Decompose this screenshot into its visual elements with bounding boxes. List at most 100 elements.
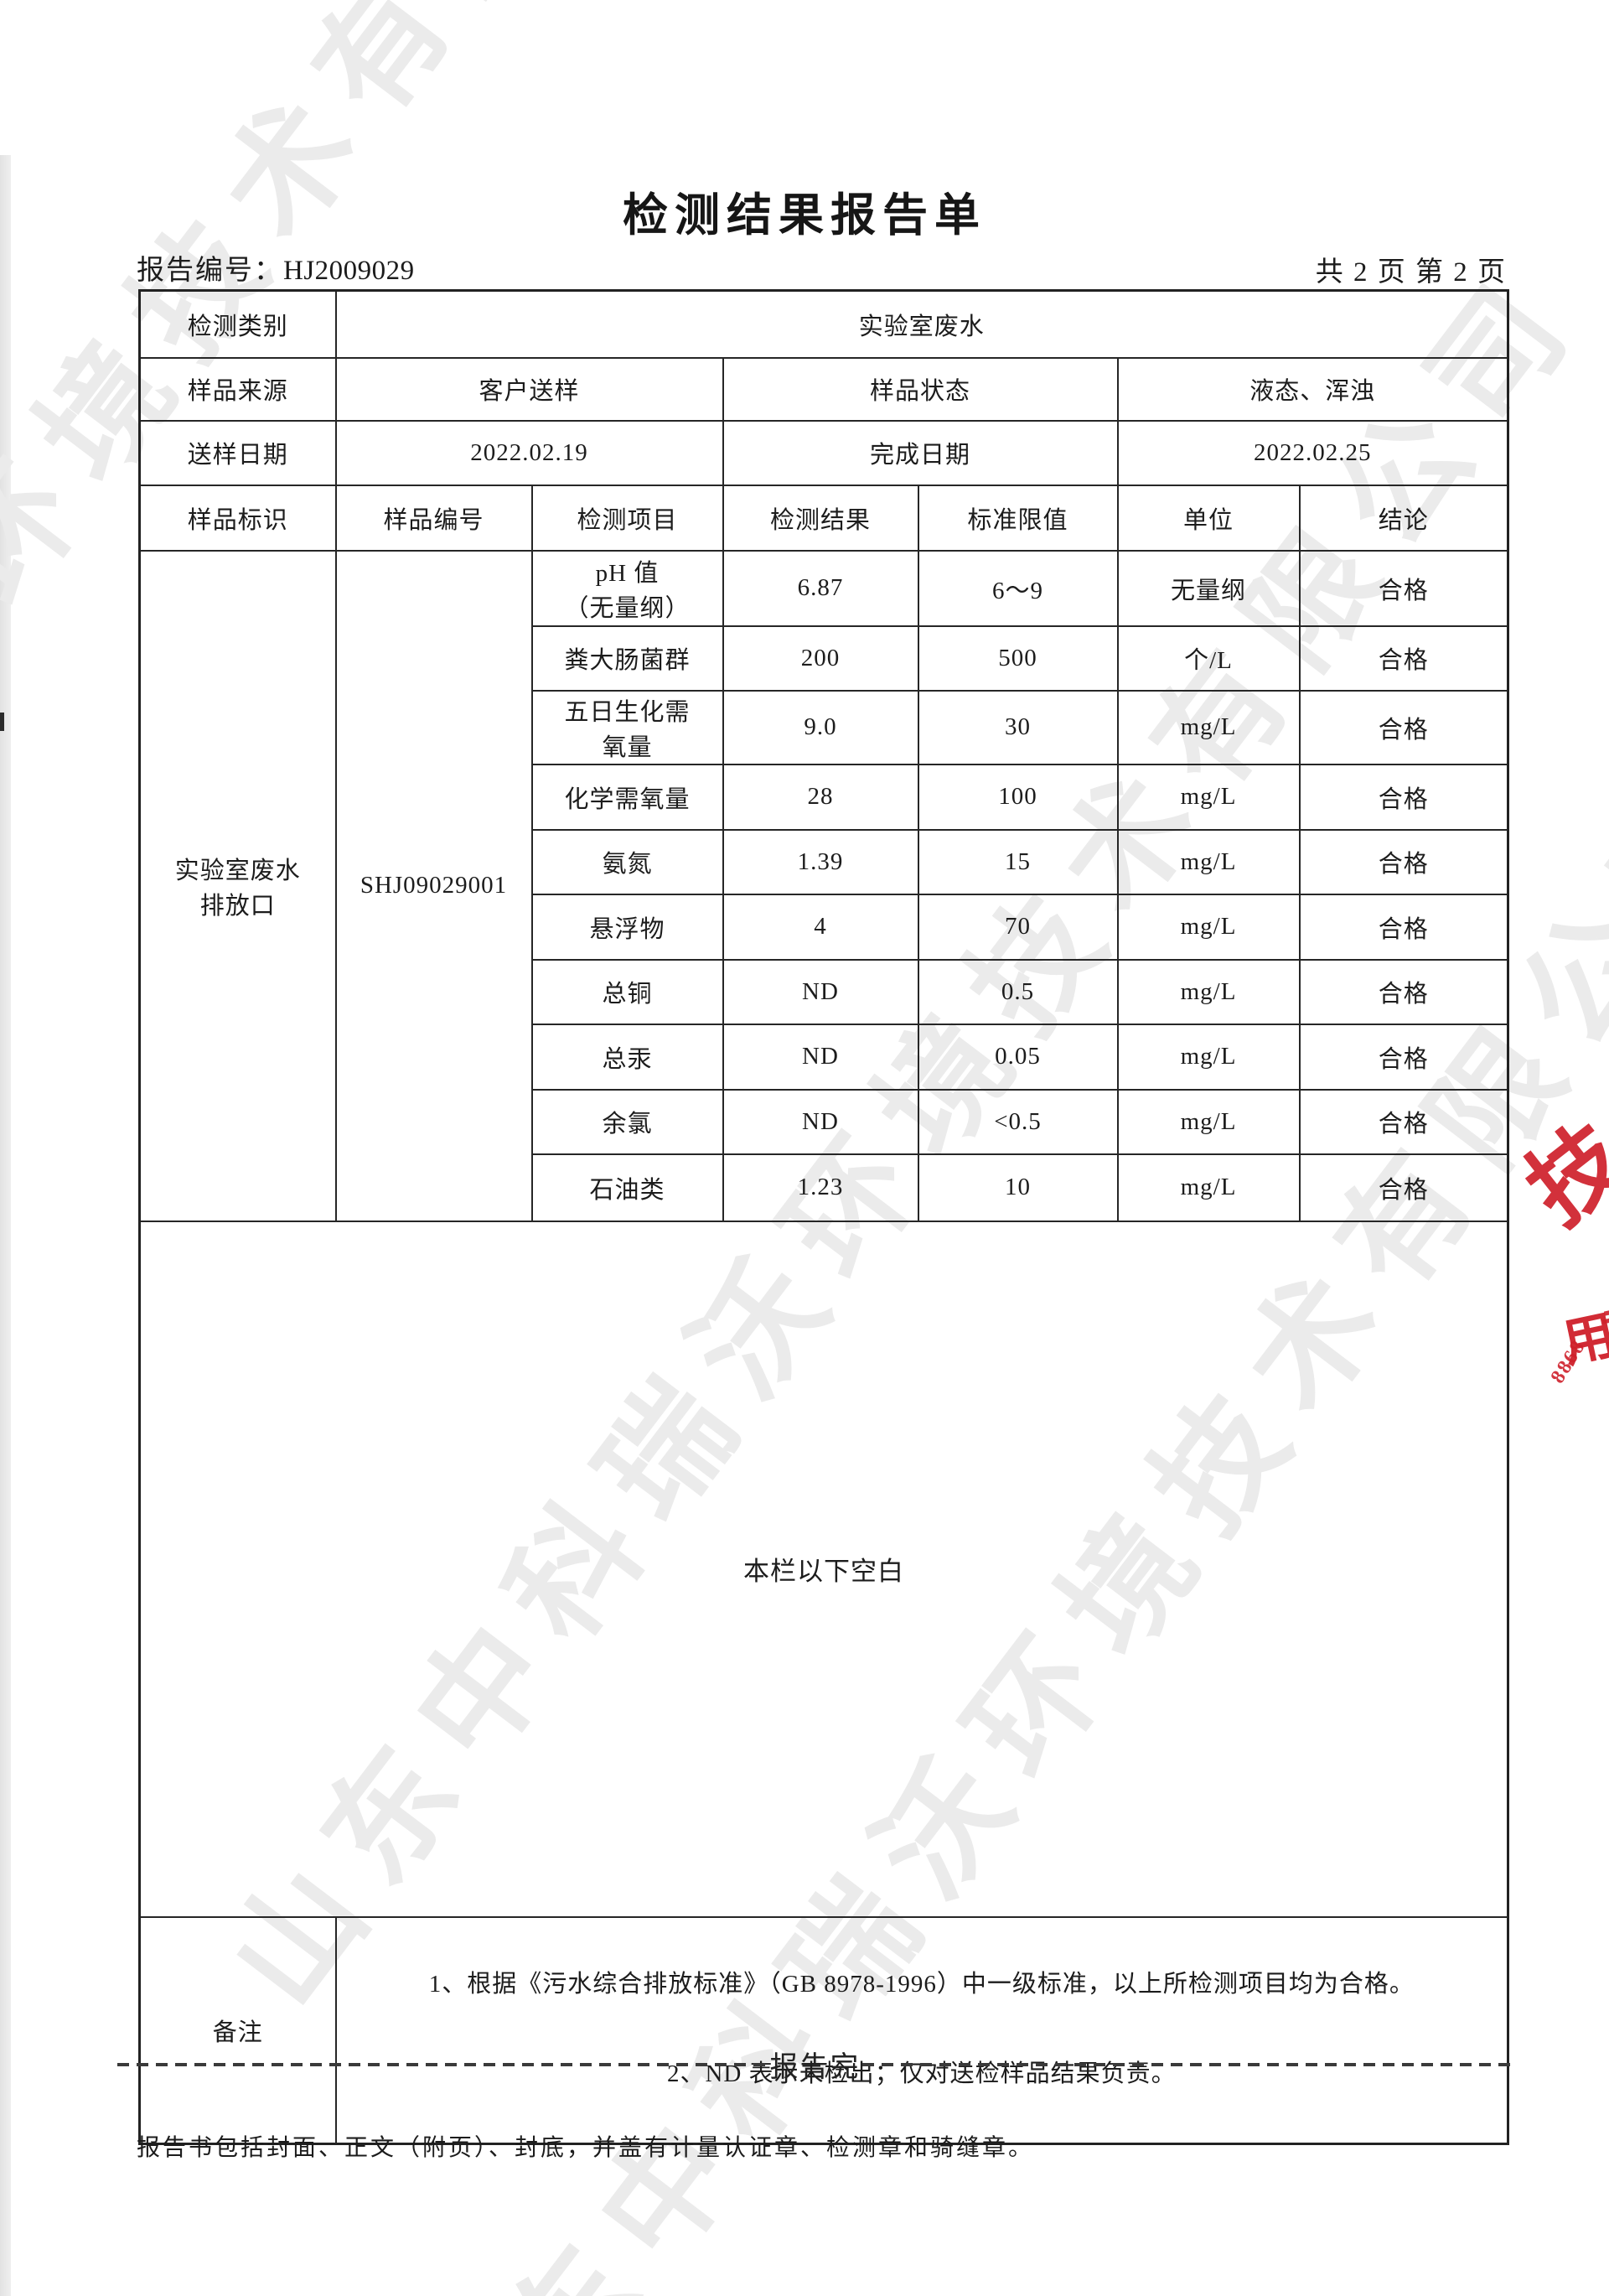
unit-cell: mg/L: [1116, 958, 1301, 1025]
column-header: 检测项目: [530, 484, 724, 552]
result-cell: 1.23: [722, 1153, 919, 1222]
item-cell: pH 值 （无量纲）: [530, 549, 724, 627]
info-value: 客户送样: [334, 356, 724, 422]
info-value: 实验室废水: [334, 289, 1509, 359]
report-number-label: 报告编号：: [137, 256, 283, 286]
table-row: 实验室废水 排放口 SHJ09029001 pH 值 （无量纲） 6.87 6～…: [138, 549, 1509, 1222]
info-value: 2022.02.25: [1116, 419, 1509, 486]
item-cell: 化学需氧量: [530, 763, 724, 831]
scan-edge-artifact: [0, 155, 11, 2296]
remark-line: 1、根据《污水综合排放标准》（GB 8978-1996）中一级标准，以上所检测项…: [428, 1971, 1415, 1998]
red-seal-partial: 技 用 章 8868: [1497, 1086, 1609, 1421]
footer-note: 报告书包括封面、正文（附页）、封底，并盖有计量认证章、检测章和骑缝章。: [137, 2135, 1035, 2161]
limit-cell: 500: [917, 625, 1119, 692]
table-row: 送样日期 2022.02.19 完成日期 2022.02.25: [138, 419, 1509, 486]
item-cell: 悬浮物: [530, 893, 724, 961]
conclusion-cell: 合格: [1298, 1088, 1509, 1155]
limit-cell: 0.05: [917, 1023, 1119, 1091]
scan-mark-artifact: [0, 713, 4, 731]
result-cell: 1.39: [722, 828, 919, 895]
info-label: 样品状态: [722, 356, 1119, 422]
limit-cell: 70: [917, 893, 1119, 961]
unit-cell: 无量纲: [1116, 549, 1301, 627]
unit-cell: mg/L: [1116, 1023, 1301, 1091]
column-header: 检测结果: [722, 484, 919, 552]
unit-cell: mg/L: [1116, 1088, 1301, 1155]
conclusion-cell: 合格: [1298, 893, 1509, 961]
sample-no-cell: SHJ09029001: [334, 549, 533, 1222]
table-row: 总铜 ND 0.5 mg/L 合格: [140, 958, 1509, 1025]
item-cell: 总铜: [530, 958, 724, 1025]
item-cell: 石油类: [530, 1153, 724, 1222]
remarks-body: 1、根据《污水综合排放标准》（GB 8978-1996）中一级标准，以上所检测项…: [334, 1915, 1509, 2145]
limit-cell: <0.5: [917, 1088, 1119, 1155]
limit-cell: 10: [917, 1153, 1119, 1222]
conclusion-cell: 合格: [1298, 958, 1509, 1025]
limit-cell: 30: [917, 689, 1119, 765]
table-row: 氨氮 1.39 15 mg/L 合格: [140, 828, 1509, 895]
item-cell: 氨氮: [530, 828, 724, 895]
info-label: 送样日期: [138, 419, 337, 486]
limit-cell: 100: [917, 763, 1119, 831]
info-label: 检测类别: [138, 289, 337, 359]
result-cell: 9.0: [722, 689, 919, 765]
report-number-value: HJ2009029: [283, 256, 415, 286]
item-cell: 粪大肠菌群: [530, 625, 724, 692]
limit-cell: 0.5: [917, 958, 1119, 1025]
sample-id-cell: 实验室废水 排放口: [138, 549, 337, 1222]
table-row: 本栏以下空白: [138, 1220, 1509, 1918]
item-cell: 余氯: [530, 1088, 724, 1155]
info-label: 样品来源: [138, 356, 337, 422]
conclusion-cell: 合格: [1298, 625, 1509, 692]
unit-cell: mg/L: [1116, 1153, 1301, 1222]
info-value: 2022.02.19: [334, 419, 724, 486]
conclusion-cell: 合格: [1298, 689, 1509, 765]
table-row: 总汞 ND 0.05 mg/L 合格: [140, 1023, 1509, 1091]
unit-cell: mg/L: [1116, 689, 1301, 765]
conclusion-cell: 合格: [1298, 763, 1509, 831]
conclusion-cell: 合格: [1298, 828, 1509, 895]
report-end-separator: 报告完: [117, 2044, 1513, 2085]
result-cell: 4: [722, 893, 919, 961]
dashed-line: [117, 2062, 768, 2066]
unit-cell: 个/L: [1116, 625, 1301, 692]
conclusion-cell: 合格: [1298, 1023, 1509, 1091]
result-cell: 200: [722, 625, 919, 692]
blank-area-note: 本栏以下空白: [138, 1220, 1509, 1918]
result-cell: ND: [722, 1023, 919, 1091]
remarks-label: 备注: [138, 1915, 337, 2145]
table-row: 备注 1、根据《污水综合排放标准》（GB 8978-1996）中一级标准，以上所…: [138, 1915, 1509, 2145]
item-cell: 五日生化需 氧量: [530, 689, 724, 765]
table-row: 粪大肠菌群 200 500 个/L 合格: [140, 625, 1509, 692]
unit-cell: mg/L: [1116, 763, 1301, 831]
item-cell: 总汞: [530, 1023, 724, 1091]
info-label: 完成日期: [722, 419, 1119, 486]
seal-character: 技: [1508, 1106, 1609, 1244]
table-row: 化学需氧量 28 100 mg/L 合格: [140, 763, 1509, 831]
unit-cell: mg/L: [1116, 893, 1301, 961]
result-cell: 28: [722, 763, 919, 831]
page-title: 检测结果报告单: [623, 190, 986, 241]
table-row: 余氯 ND <0.5 mg/L 合格: [140, 1088, 1509, 1155]
result-cell: 6.87: [722, 549, 919, 627]
limit-cell: 15: [917, 828, 1119, 895]
limit-cell: 6～9: [917, 549, 1119, 627]
test-report-table: 检测类别 实验室废水 样品来源 客户送样 样品状态 液态、浑浊 送样日期 202…: [138, 289, 1510, 2145]
conclusion-cell: 合格: [1298, 1153, 1509, 1222]
column-header: 样品标识: [138, 484, 337, 552]
conclusion-cell: 合格: [1298, 549, 1509, 627]
table-row: 检测类别 实验室废水: [138, 289, 1509, 359]
page-count-info: 共 2 页 第 2 页: [1315, 257, 1507, 288]
info-value: 液态、浑浊: [1116, 356, 1509, 422]
column-header: 单位: [1116, 484, 1301, 552]
report-end-text: 报告完: [769, 2052, 861, 2083]
column-header: 标准限值: [917, 484, 1119, 552]
column-header: 样品编号: [334, 484, 533, 552]
dashed-line: [861, 2062, 1513, 2066]
unit-cell: mg/L: [1116, 828, 1301, 895]
table-header-row: 样品标识 样品编号 检测项目 检测结果 标准限值 单位 结论: [138, 484, 1509, 552]
table-row: 五日生化需 氧量 9.0 30 mg/L 合格: [140, 689, 1509, 765]
column-header: 结论: [1298, 484, 1509, 552]
